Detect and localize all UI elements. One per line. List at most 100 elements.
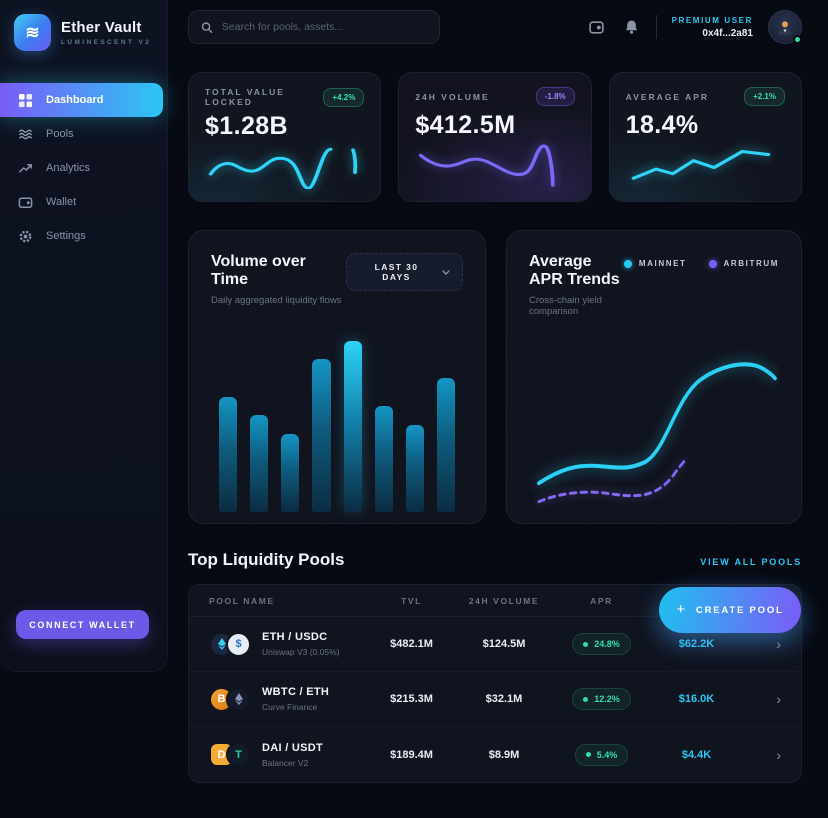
chevron-right-icon[interactable]: › <box>776 691 781 707</box>
sidebar-item-label: Settings <box>46 230 86 242</box>
volume-bar <box>436 378 455 512</box>
chart-subtitle: Daily aggregated liquidity flows <box>211 295 342 306</box>
chart-cards: Volume over Time Daily aggregated liquid… <box>188 230 802 524</box>
chevron-right-icon[interactable]: › <box>776 636 781 652</box>
stat-card-apr: AVERAGE APR +2.1% 18.4% <box>608 72 802 202</box>
wallet-icon <box>18 197 33 208</box>
bell-icon <box>625 20 637 34</box>
sidebar-item-dashboard[interactable]: Dashboard <box>0 83 163 117</box>
create-pool-button[interactable]: + CREATE POOL <box>659 587 801 633</box>
wallet-address: 0x4f...2a81 <box>702 27 753 39</box>
time-range-label: LAST 30 DAYS <box>374 262 419 282</box>
search-box[interactable] <box>188 10 440 44</box>
sidebar-item-pools[interactable]: Pools <box>0 117 167 151</box>
pool-tvl: $215.3M <box>390 693 433 705</box>
stat-label: AVERAGE APR <box>625 91 710 102</box>
column-header: TVL <box>401 595 422 606</box>
legend-label: ARBITRUM <box>723 259 779 268</box>
chart-legend: MAINNET ARBITRUM <box>623 259 779 268</box>
sidebar-item-label: Pools <box>46 128 74 140</box>
table-row[interactable]: B WBTC / ETH Curve Finance $215.3M $32.1… <box>189 672 801 727</box>
notifications-button[interactable] <box>622 17 641 37</box>
person-icon <box>778 21 792 35</box>
user-tier-badge: PREMIUM USER <box>671 15 753 25</box>
sidebar-item-analytics[interactable]: Analytics <box>0 151 167 185</box>
search-icon <box>201 21 213 33</box>
stat-card-volume: 24H VOLUME -1.8% $412.5M <box>398 72 592 202</box>
wallet-icon <box>588 20 604 34</box>
app-logo-icon: ≋ <box>14 14 51 51</box>
apr-dot-icon <box>585 752 591 757</box>
trend-icon <box>19 163 32 173</box>
user-avatar[interactable] <box>768 10 802 44</box>
stat-label: TOTAL VALUE LOCKED <box>205 87 285 107</box>
app-title: Ether Vault <box>61 19 142 36</box>
volume-bar <box>219 396 238 512</box>
change-badge: +2.1% <box>744 87 785 106</box>
stat-cards: TOTAL VALUE LOCKED +4.2% $1.28B 24H VOLU… <box>188 72 802 202</box>
chart-title: Volume over Time <box>211 253 306 288</box>
sidebar-item-label: Analytics <box>46 162 91 174</box>
wallet-shortcut-button[interactable] <box>586 17 607 38</box>
pool-fees: $16.0K <box>678 693 715 705</box>
pool-name: WBTC / ETH <box>262 686 330 698</box>
stat-value: $412.5M <box>415 111 516 139</box>
mainnet-line <box>537 362 777 486</box>
sidebar-item-settings[interactable]: Settings <box>0 219 167 253</box>
pool-tvl: $189.4M <box>390 748 433 761</box>
topbar-actions: PREMIUM USER 0x4f...2a81 <box>586 10 802 44</box>
time-range-dropdown[interactable]: LAST 30 DAYS <box>345 253 463 291</box>
eth-token-icon <box>226 686 251 712</box>
sidebar-item-label: Wallet <box>46 196 77 208</box>
tvl-sparkline <box>208 147 358 189</box>
stat-value: $1.28B <box>205 112 289 140</box>
sidebar-item-wallet[interactable]: Wallet <box>0 185 167 219</box>
volume-bar <box>343 340 362 512</box>
pools-table: + CREATE POOL POOL NAME TVL 24H VOLUME A… <box>188 584 802 783</box>
dashboard-grid-icon <box>18 93 33 107</box>
volume-bar-chart <box>211 326 463 512</box>
apr-line-chart <box>537 362 777 504</box>
apr-badge: 12.2% <box>572 688 631 710</box>
waves-icon <box>19 129 32 139</box>
pool-platform: Uniswap V3 (0.05%) <box>262 647 340 657</box>
volume-bar <box>281 433 300 512</box>
column-header: APR <box>590 595 613 606</box>
legend-label: MAINNET <box>638 259 687 268</box>
chevron-down-icon <box>442 269 450 275</box>
change-badge: +4.2% <box>323 87 365 107</box>
gear-icon <box>19 230 32 242</box>
stat-card-tvl: TOTAL VALUE LOCKED +4.2% $1.28B <box>188 72 382 202</box>
user-meta: PREMIUM USER 0x4f...2a81 <box>672 16 753 39</box>
stat-value: 18.4% <box>625 111 699 139</box>
arbitrum-line <box>537 458 687 504</box>
view-all-pools-link[interactable]: VIEW ALL POOLS <box>700 557 802 567</box>
pool-volume: $32.1M <box>485 693 523 705</box>
sidebar-item-label: Dashboard <box>46 94 104 106</box>
sidebar: ≋ Ether Vault LUMINESCENT V2 Dashboard P… <box>0 0 168 672</box>
volume-over-time-card: Volume over Time Daily aggregated liquid… <box>188 230 486 524</box>
topbar: PREMIUM USER 0x4f...2a81 <box>188 8 802 46</box>
online-status-dot <box>793 35 802 44</box>
token-pair-icon: $ <box>209 631 251 657</box>
chevron-right-icon[interactable]: › <box>776 746 781 763</box>
table-header-row: POOL NAME TVL 24H VOLUME APR <box>189 585 801 617</box>
usdt-token-icon: T <box>226 742 251 767</box>
column-header: 24H VOLUME <box>468 595 540 606</box>
pool-volume: $124.5M <box>482 638 526 650</box>
pool-name: ETH / USDC <box>262 631 328 643</box>
connect-wallet-button[interactable]: CONNECT WALLET <box>16 610 149 639</box>
table-row[interactable]: $ ETH / USDC Uniswap V3 (0.05%) $482.1M … <box>189 617 801 672</box>
volume-bar <box>250 415 269 512</box>
pool-platform: Curve Finance <box>262 702 318 712</box>
search-input[interactable] <box>221 21 427 33</box>
top-pools-section: Top Liquidity Pools VIEW ALL POOLS + CRE… <box>188 550 802 783</box>
create-pool-label: CREATE POOL <box>695 604 784 616</box>
plus-icon: + <box>676 600 687 618</box>
legend-dot-icon <box>623 259 632 268</box>
table-row[interactable]: D T DAI / USDT Balancer V2 $189.4M $8.9M… <box>189 727 801 782</box>
pool-name: DAI / USDT <box>262 741 324 754</box>
pool-volume: $8.9M <box>488 748 520 761</box>
token-pair-icon: B <box>209 686 251 712</box>
apr-dot-icon <box>583 641 589 647</box>
